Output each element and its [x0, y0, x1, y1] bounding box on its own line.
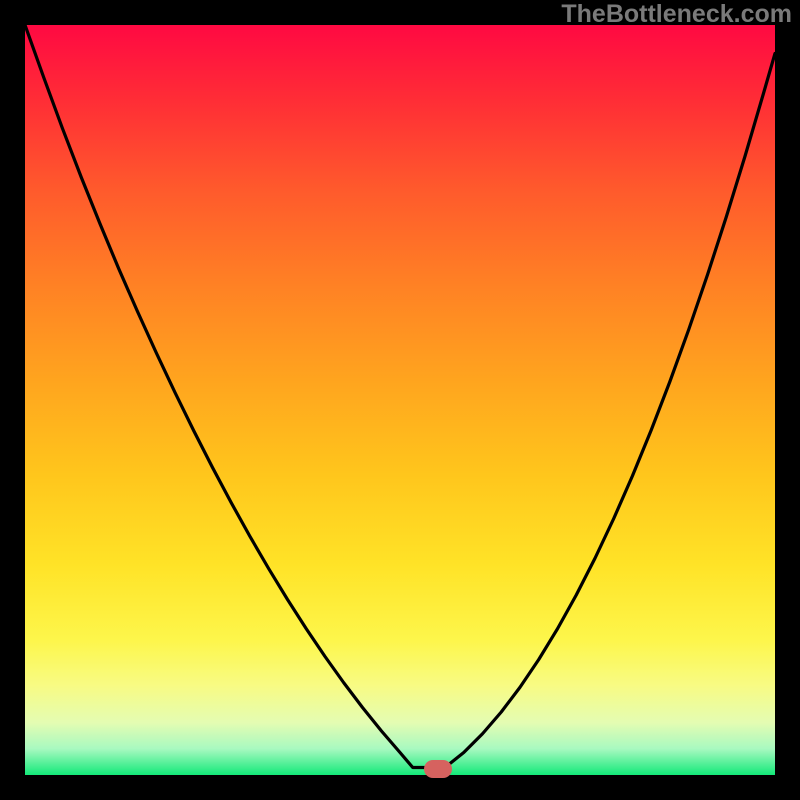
current-config-marker: [424, 760, 452, 778]
bottleneck-curve: [25, 25, 775, 775]
chart-container: { "canvas": { "width": 800, "height": 80…: [0, 0, 800, 800]
plot-area: [25, 25, 775, 775]
watermark-text: TheBottleneck.com: [561, 0, 792, 29]
